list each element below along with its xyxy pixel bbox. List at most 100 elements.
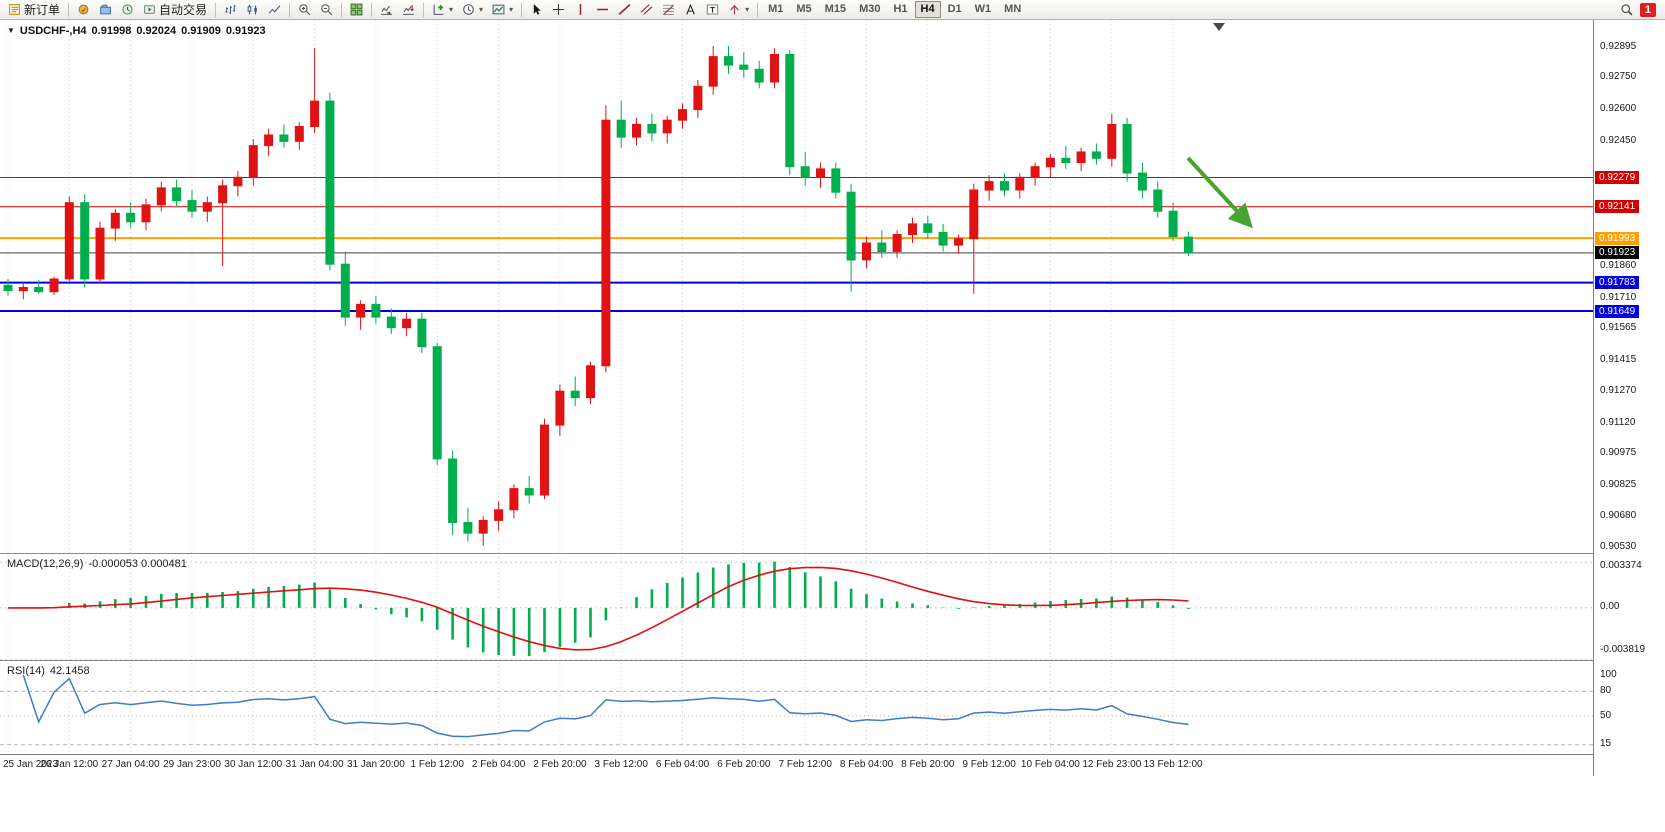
price-axis[interactable]: 0.92895 0.92750 0.92600 0.92450 0.91860 0.917… [1593,20,1665,776]
search-button[interactable] [1616,1,1637,19]
candle-body [126,212,136,223]
indicators-icon [432,3,445,16]
chart-shift-marker[interactable] [1213,23,1225,31]
new-order-icon [8,3,21,16]
candle-body [448,458,458,523]
arrows-icon [728,3,741,16]
search-icon [1620,3,1633,16]
signals-button[interactable] [73,1,94,19]
macd-label: MACD(12,26,9) -0.000053 0.000481 [7,558,192,570]
fibonacci-button[interactable] [658,1,679,19]
main-chart-panel[interactable] [0,20,1593,553]
macd-panel[interactable] [0,556,1593,660]
macd-axis-label: -0.003819 [1600,643,1646,655]
symbol-collapse-icon[interactable]: ▼ [7,26,15,35]
toolbar-separator [757,2,759,17]
toolbar-separator [423,2,425,17]
auto-scroll-button[interactable] [376,1,397,19]
candle-body [969,189,979,240]
trendline-icon [618,3,631,16]
zoom-out-button[interactable] [316,1,337,19]
rsi-axis-label: 80 [1600,684,1612,696]
templates-icon [492,3,505,16]
channel-icon [640,3,653,16]
time-axis-label: 9 Feb 12:00 [962,759,1016,770]
timeframe-W1[interactable]: W1 [969,1,998,18]
time-axis-label: 6 Feb 20:00 [717,759,771,770]
trendline-button[interactable] [614,1,635,19]
vertical-line-button[interactable] [570,1,591,19]
horizontal-line-button[interactable] [592,1,613,19]
equidistant-channel-button[interactable] [636,1,657,19]
chart-shift-button[interactable] [398,1,419,19]
rsi-axis-label: 15 [1600,738,1612,750]
timeframe-M15[interactable]: M15 [819,1,852,18]
periods-button[interactable]: ▾ [458,1,487,19]
candle-body [371,303,381,318]
panel-splitter[interactable] [0,553,1665,554]
trend-arrow-annotation[interactable] [1186,156,1253,229]
new-order-button[interactable]: 新订单 [4,1,64,19]
market-watch-icon [121,3,134,16]
timeframe-MN[interactable]: MN [998,1,1027,18]
timeframe-M1[interactable]: M1 [762,1,789,18]
templates-button[interactable]: ▾ [488,1,517,19]
price-tag: 0.91993 [1595,231,1640,245]
autotrading-button[interactable]: 自动交易 [139,1,211,19]
arrows-button[interactable]: ▾ [724,1,753,19]
crosshair-button[interactable] [548,1,569,19]
candle-body [938,231,948,246]
candle-body [923,223,933,233]
time-axis[interactable]: 25 Jan 2023 26 Jan 12:00 27 Jan 04:00 29 Ja… [0,754,1593,777]
timeframe-D1[interactable]: D1 [942,1,968,18]
text-button[interactable] [680,1,701,19]
timeframe-H1[interactable]: H1 [887,1,913,18]
timeframe-M5[interactable]: M5 [790,1,817,18]
rsi-panel[interactable] [0,663,1593,754]
timeframe-M30[interactable]: M30 [853,1,886,18]
price-axis-label: 0.92450 [1600,134,1637,146]
cursor-button[interactable] [526,1,547,19]
tile-windows-button[interactable] [346,1,367,19]
time-axis-label: 3 Feb 12:00 [594,759,648,770]
dropdown-caret-icon: ▾ [449,5,454,14]
candle-body [724,56,733,66]
candle-body [647,123,657,134]
indicators-button[interactable]: ▾ [428,1,457,19]
main-toolbar: 新订单 自动交易 ▾ ▾ ▾ ▾ M1 M5 M15 M30 H1 H4 D1 W1 MN 1 [0,0,1665,20]
zoom-in-button[interactable] [294,1,315,19]
candle-body [356,303,366,318]
candle-body [3,284,13,292]
main-chart-plot[interactable] [0,20,1593,553]
text-label-button[interactable] [702,1,723,19]
candle-body [954,238,963,246]
market-watch-button[interactable] [117,1,138,19]
price-axis-label: 0.92895 [1600,40,1637,52]
time-axis-label: 6 Feb 04:00 [655,759,710,770]
candle-body [1091,151,1101,159]
crosshair-icon [552,3,565,16]
price-axis-label: 0.92750 [1600,71,1637,83]
bars-chart-button[interactable] [220,1,241,19]
timeframe-H4[interactable]: H4 [914,1,941,18]
candles-chart-button[interactable] [242,1,263,19]
candle-body [18,287,28,292]
time-axis-label: 2 Feb 20:00 [533,759,587,770]
dropdown-caret-icon: ▾ [509,5,514,14]
candle-body [218,185,228,204]
candle-body [770,54,779,83]
panel-splitter[interactable] [0,660,1665,661]
notification-badge[interactable]: 1 [1639,2,1656,17]
line-chart-button[interactable] [264,1,285,19]
profiles-button[interactable] [95,1,116,19]
price-tag: 0.91783 [1595,276,1640,290]
price-tag: 0.91923 [1595,246,1640,260]
candle-body [785,54,795,168]
candle-body [754,68,764,83]
candle-body [310,100,320,127]
candle-body [693,85,703,111]
toolbar-separator [289,2,291,17]
candle-body [402,318,412,329]
macd-signal-line [8,566,1189,651]
